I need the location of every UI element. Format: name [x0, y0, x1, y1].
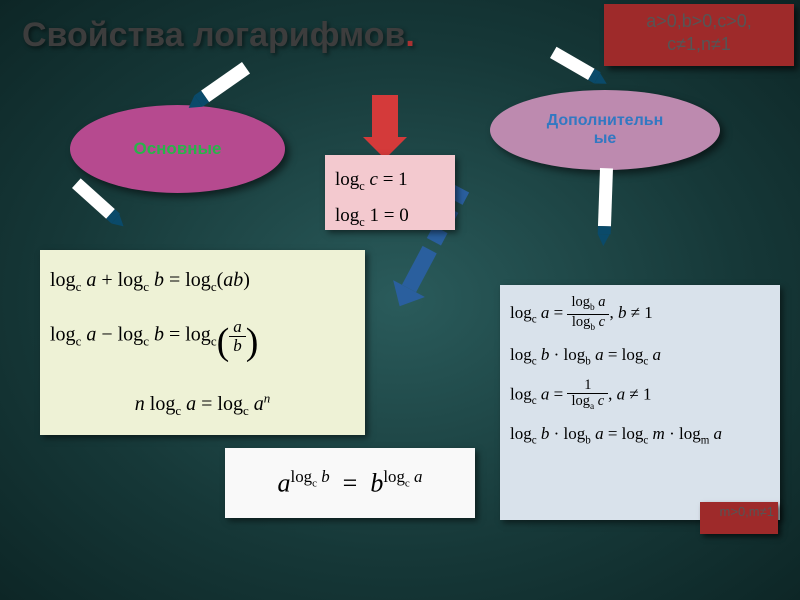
title-dot: . — [405, 16, 414, 54]
card-symmetry: alogc b = blogc a — [225, 448, 475, 518]
formula: logc 1 = 0 — [335, 201, 445, 233]
conditions-line2: c≠1,n≠1 — [604, 33, 794, 56]
ellipse-basic-label: Основные — [133, 139, 221, 159]
formula: logc b · logb a = logc m · logm a — [510, 423, 770, 448]
formula: logc a + logc b = logc(ab) — [50, 260, 355, 300]
formula: n logc a = logc an — [50, 384, 355, 424]
title-text: Свойства логарифмов — [22, 16, 405, 54]
formula: logc a − logc b = logc(ab) — [50, 304, 355, 380]
card-basic-identities: logc c = 1 logc 1 = 0 — [325, 155, 455, 230]
ellipse-additional-label: Дополнительн ые — [547, 112, 663, 147]
formula: logc a = 1loga c, a ≠ 1 — [510, 378, 770, 413]
formula: logc c = 1 — [335, 165, 445, 197]
conditions-small: m>0,m≠1 — [700, 502, 778, 534]
conditions-line1: a>0,b>0,c>0, — [604, 10, 794, 33]
arrow-down-icon — [372, 95, 407, 159]
formula: logc b · logb a = logc a — [510, 344, 770, 369]
conditions-box: a>0,b>0,c>0, c≠1,n≠1 — [604, 4, 794, 66]
ellipse-basic: Основные — [70, 105, 285, 193]
formula: logc a = logb alogb c, b ≠ 1 — [510, 295, 770, 334]
page-title: Свойства логарифмов. — [22, 16, 415, 55]
card-additional-properties: logc a = logb alogb c, b ≠ 1 logc b · lo… — [500, 285, 780, 520]
formula: alogc b = blogc a — [278, 467, 423, 499]
ellipse-additional: Дополнительн ые — [490, 90, 720, 170]
conditions-small-text: m>0,m≠1 — [720, 504, 774, 519]
card-main-properties: logc a + logc b = logc(ab) logc a − logc… — [40, 250, 365, 435]
